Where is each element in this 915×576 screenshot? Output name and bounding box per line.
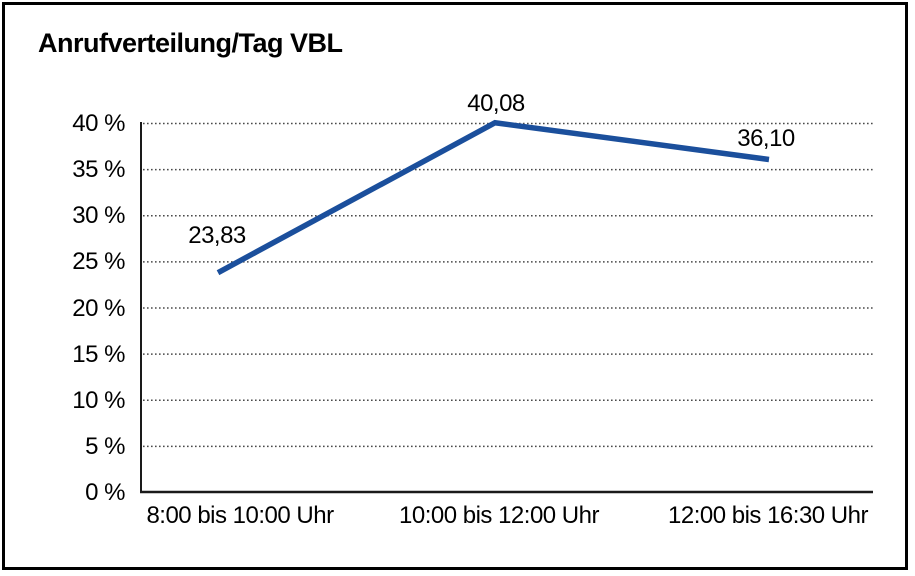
y-tick-label-10: 10 %	[72, 387, 125, 414]
y-tick-label-30: 30 %	[72, 202, 125, 229]
chart-border	[2, 2, 908, 570]
y-tick-label-20: 20 %	[72, 295, 125, 322]
x-tick-label-2: 10:00 bis 12:00 Uhr	[399, 502, 599, 529]
data-label-1: 23,83	[188, 222, 246, 249]
gridlines	[143, 122, 873, 448]
y-tick-label-35: 35 %	[72, 156, 125, 183]
x-tick-label-3: 12:00 bis 16:30 Uhr	[668, 502, 868, 529]
x-tick-label-1: 8:00 bis 10:00 Uhr	[146, 502, 334, 529]
y-tick-label-25: 25 %	[72, 248, 125, 275]
y-tick-label-15: 15 %	[72, 341, 125, 368]
y-tick-label-5: 5 %	[85, 433, 125, 460]
data-label-3: 36,10	[737, 125, 795, 152]
y-tick-label-0: 0 %	[85, 479, 125, 506]
y-tick-label-40: 40 %	[72, 110, 125, 137]
data-label-2: 40,08	[467, 90, 525, 117]
series-line	[216, 119, 770, 276]
chart-title: Anrufverteilung/Tag VBL	[38, 28, 343, 58]
